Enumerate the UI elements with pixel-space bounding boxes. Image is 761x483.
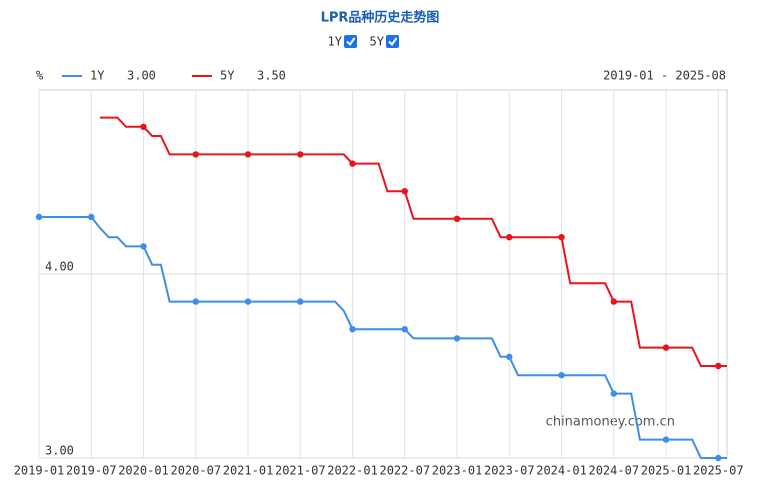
line bbox=[39, 216, 727, 459]
legend-label: 5Y bbox=[220, 69, 235, 83]
point bbox=[558, 372, 565, 379]
point bbox=[662, 344, 670, 351]
point bbox=[662, 436, 670, 443]
point bbox=[297, 298, 304, 305]
x-tick-label: 2020-07 bbox=[170, 464, 221, 478]
x-tick-label: 2021-01 bbox=[223, 464, 274, 478]
line bbox=[100, 116, 727, 367]
point bbox=[192, 298, 199, 305]
point bbox=[610, 298, 617, 305]
point bbox=[35, 213, 43, 221]
watermark: chinamoney.com.cn bbox=[546, 415, 675, 430]
point bbox=[453, 335, 461, 342]
point bbox=[349, 326, 356, 333]
x-tick-label: 2024-07 bbox=[588, 464, 639, 478]
x-tick-label: 2025-07 bbox=[693, 464, 744, 478]
point bbox=[349, 160, 356, 167]
toggle-label: 1Y bbox=[328, 35, 343, 49]
toggle-checkbox[interactable] bbox=[344, 35, 357, 48]
toggle-label: 5Y bbox=[370, 35, 385, 49]
point bbox=[506, 234, 513, 241]
x-tick-label: 2022-07 bbox=[379, 464, 430, 478]
x-tick-label: 2019-07 bbox=[66, 464, 117, 478]
point bbox=[401, 188, 408, 195]
point bbox=[140, 243, 147, 250]
check-mark bbox=[346, 37, 356, 47]
chart-title: LPR品种历史走势图 bbox=[321, 10, 440, 26]
point bbox=[401, 326, 408, 333]
legend-label: 1Y bbox=[90, 69, 105, 83]
x-tick-label: 2025-01 bbox=[641, 464, 692, 478]
point bbox=[715, 454, 722, 462]
y-tick-label: 3.00 bbox=[45, 444, 74, 458]
point bbox=[297, 151, 304, 158]
point bbox=[192, 151, 199, 158]
x-tick-label: 2020-01 bbox=[118, 464, 169, 478]
x-tick-label: 2021-07 bbox=[275, 464, 326, 478]
check-mark bbox=[388, 37, 398, 47]
toggle-checkbox[interactable] bbox=[386, 35, 399, 48]
point bbox=[506, 353, 513, 360]
point bbox=[244, 151, 252, 158]
point bbox=[453, 215, 461, 222]
unit: % bbox=[36, 69, 44, 83]
point bbox=[558, 234, 565, 241]
y-tick-label: 4.00 bbox=[45, 260, 74, 274]
x-tick-label: 2023-01 bbox=[432, 464, 483, 478]
point bbox=[610, 390, 617, 397]
x-tick-label: 2023-07 bbox=[484, 464, 535, 478]
point bbox=[715, 362, 722, 370]
legend-value: 3.00 bbox=[127, 69, 156, 83]
legend-value: 3.50 bbox=[257, 69, 286, 83]
x-tick-label: 2022-01 bbox=[327, 464, 378, 478]
point bbox=[88, 213, 95, 221]
x-tick-label: 2019-01 bbox=[14, 464, 65, 478]
point bbox=[140, 123, 147, 130]
x-tick-label: 2024-01 bbox=[536, 464, 587, 478]
point bbox=[244, 298, 252, 305]
range-label: 2019-01 - 2025-08 bbox=[603, 69, 726, 83]
